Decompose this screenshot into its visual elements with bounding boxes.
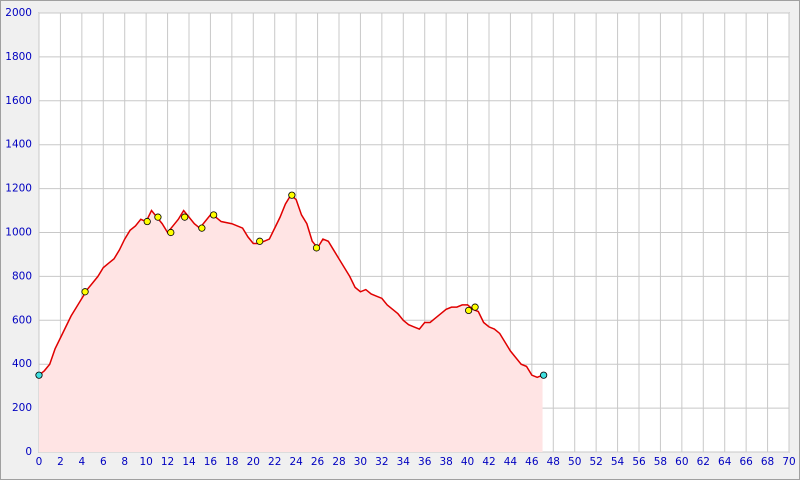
y-tick-label: 800 <box>12 270 32 282</box>
y-tick-label: 1800 <box>5 51 32 63</box>
waypoint-marker <box>465 306 473 315</box>
x-tick-label: 62 <box>697 456 710 468</box>
y-tick-label: 400 <box>12 358 32 370</box>
x-tick-label: 64 <box>718 456 732 468</box>
waypoint-marker <box>154 213 162 221</box>
waypoint-marker <box>181 213 189 221</box>
x-tick-label: 4 <box>79 456 86 468</box>
waypoint-marker <box>256 237 264 245</box>
waypoint-marker <box>210 211 218 219</box>
x-tick-label: 24 <box>289 456 303 468</box>
x-tick-label: 2 <box>57 456 64 468</box>
waypoint-marker <box>198 224 206 232</box>
x-tick-label: 18 <box>225 456 238 468</box>
endpoint-marker <box>540 371 548 379</box>
y-tick-label: 600 <box>12 314 32 326</box>
x-tick-label: 14 <box>182 456 196 468</box>
x-tick-label: 26 <box>311 456 325 468</box>
line <box>38 194 543 379</box>
waypoint-marker <box>143 217 151 226</box>
x-tick-label: 68 <box>761 456 774 468</box>
x-tick-label: 22 <box>268 456 281 468</box>
x-tick-label: 70 <box>782 456 795 468</box>
x-tick-label: 46 <box>525 456 539 468</box>
x-tick-label: 0 <box>36 456 43 468</box>
y-tick-label: 0 <box>25 446 32 458</box>
x-tick-label: 8 <box>121 456 128 468</box>
x-tick-label: 32 <box>375 456 388 468</box>
endpoint-marker <box>35 371 43 379</box>
waypoint-marker <box>288 191 296 199</box>
x-tick-label: 38 <box>439 456 452 468</box>
y-tick-label: 2000 <box>5 7 32 19</box>
x-tick-label: 56 <box>632 456 646 468</box>
waypoint-marker <box>471 303 479 311</box>
x-tick-label: 40 <box>461 456 474 468</box>
x-tick-label: 12 <box>161 456 174 468</box>
waypoint-marker <box>167 228 175 237</box>
x-tick-label: 28 <box>332 456 345 468</box>
x-tick-label: 58 <box>654 456 667 468</box>
x-tick-label: 6 <box>100 456 107 468</box>
y-tick-label: 1000 <box>5 227 32 239</box>
waypoint-marker <box>81 288 89 296</box>
area <box>39 195 543 452</box>
x-tick-label: 30 <box>354 456 367 468</box>
x-tick-label: 44 <box>504 456 518 468</box>
x-tick-label: 10 <box>139 456 152 468</box>
x-tick-label: 54 <box>611 456 625 468</box>
x-tick-label: 48 <box>547 456 560 468</box>
y-tick-label: 1400 <box>5 139 32 151</box>
y-tick-label: 1200 <box>5 183 32 195</box>
x-tick-label: 20 <box>247 456 260 468</box>
x-tick-label: 16 <box>204 456 218 468</box>
waypoint-marker <box>312 244 321 252</box>
y-tick-label: 1600 <box>5 95 32 107</box>
x-tick-label: 34 <box>397 456 411 468</box>
x-tick-label: 36 <box>418 456 432 468</box>
x-tick-label: 60 <box>675 456 688 468</box>
x-tick-label: 50 <box>568 456 581 468</box>
x-tick-label: 66 <box>739 456 753 468</box>
x-tick-label: 42 <box>482 456 495 468</box>
y-tick-label: 200 <box>12 402 32 414</box>
x-tick-label: 52 <box>589 456 602 468</box>
